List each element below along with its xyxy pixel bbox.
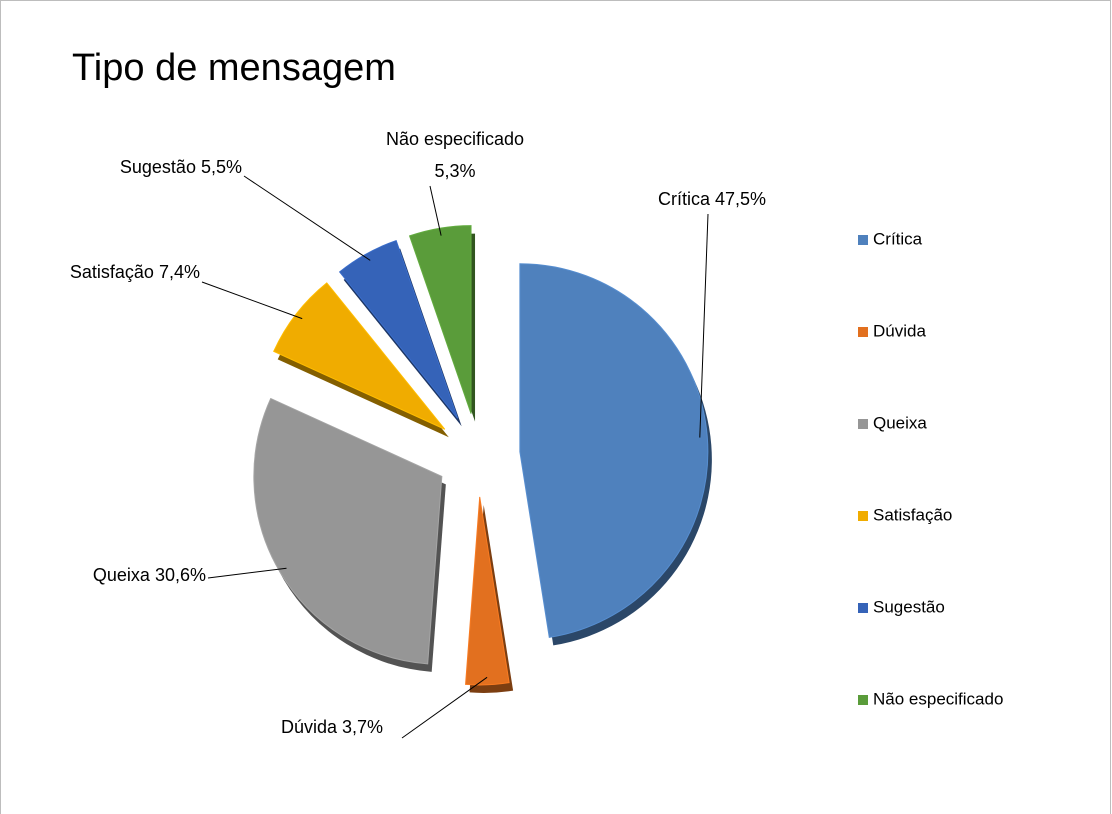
data-label-value: 3,7%	[342, 717, 383, 737]
data-label-value: 5,3%	[434, 161, 475, 181]
data-label-category: Dúvida	[281, 717, 338, 737]
slice	[519, 263, 709, 638]
data-label: Queixa 30,6%	[93, 565, 206, 585]
data-label-value: 30,6%	[155, 565, 206, 585]
slice	[253, 397, 443, 665]
legend-label: Sugestão	[873, 597, 945, 616]
leader-line	[429, 185, 442, 236]
legend-label: Crítica	[873, 229, 923, 248]
legend-label: Queixa	[873, 413, 927, 432]
data-label-category: Queixa	[93, 565, 151, 585]
data-label: Dúvida 3,7%	[281, 717, 383, 737]
data-label: Não especificado 5,3%	[386, 129, 524, 181]
data-label-value: 47,5%	[715, 189, 766, 209]
data-label-value: 5,5%	[201, 157, 242, 177]
slice	[273, 282, 446, 430]
leader-line	[201, 281, 303, 320]
chart-title: Tipo de mensagem	[72, 47, 396, 89]
legend-swatch	[858, 511, 868, 521]
leader-line	[243, 175, 371, 261]
legend-swatch	[858, 603, 868, 613]
legend-swatch	[858, 235, 868, 245]
legend-swatch	[858, 695, 868, 705]
slice	[465, 496, 510, 686]
leader-line	[207, 567, 287, 579]
data-label-category: Sugestão	[120, 157, 196, 177]
data-label: Sugestão 5,5%	[120, 157, 242, 177]
legend-swatch	[858, 327, 868, 337]
data-label-category: Crítica	[658, 189, 711, 209]
legend-swatch	[858, 419, 868, 429]
data-label: Satisfação 7,4%	[70, 262, 200, 282]
data-label-value: 7,4%	[159, 262, 200, 282]
data-label-category: Não especificado	[386, 129, 524, 149]
legend-label: Dúvida	[873, 321, 926, 340]
data-label: Crítica 47,5%	[658, 189, 766, 209]
legend-label: Não especificado	[873, 689, 1003, 708]
slice	[338, 239, 459, 419]
legend-label: Satisfação	[873, 505, 952, 524]
leader-line	[401, 676, 488, 739]
leader-line	[699, 213, 709, 438]
data-label-category: Satisfação	[70, 262, 154, 282]
